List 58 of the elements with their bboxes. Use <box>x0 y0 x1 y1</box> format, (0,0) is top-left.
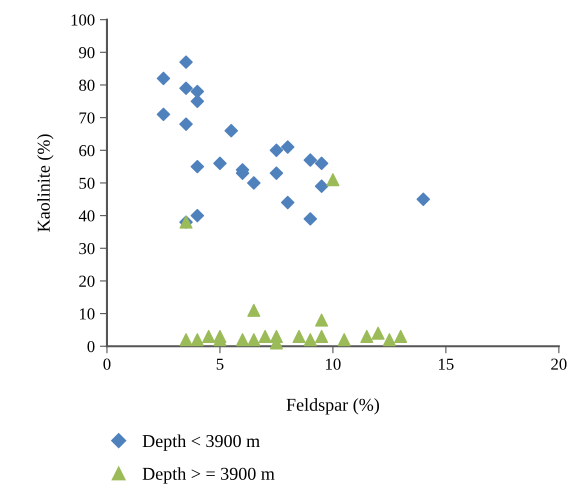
y-tick-label: 60 <box>79 144 95 156</box>
y-tick-label: 90 <box>79 47 95 58</box>
point <box>180 333 193 346</box>
point <box>315 330 328 343</box>
x-tick-label: 20 <box>551 358 567 370</box>
point <box>247 333 260 346</box>
legend-label: Depth < 3900 m <box>142 434 260 451</box>
y-tick-label: 30 <box>79 242 95 254</box>
point <box>258 330 272 343</box>
point <box>372 326 385 340</box>
x-axis-title: Feldspar (%) <box>286 398 379 415</box>
point <box>314 179 328 193</box>
point <box>156 108 170 122</box>
point <box>270 166 284 180</box>
point <box>179 117 193 131</box>
point <box>382 333 396 346</box>
point <box>236 333 250 346</box>
point <box>247 304 260 317</box>
point <box>179 55 193 69</box>
point <box>360 330 374 343</box>
point <box>326 173 340 186</box>
point <box>247 176 261 190</box>
point <box>190 333 204 346</box>
point <box>190 94 204 108</box>
point <box>280 196 294 210</box>
y-tick-label: 80 <box>79 80 95 91</box>
point <box>202 330 216 343</box>
point <box>190 84 204 98</box>
point <box>314 156 328 170</box>
point <box>304 153 318 167</box>
point <box>292 330 306 343</box>
point <box>213 156 227 170</box>
y-tick-label: 0 <box>87 340 95 352</box>
x-tick-label: 10 <box>326 358 341 370</box>
y-tick-label: 20 <box>79 276 95 287</box>
point <box>280 140 294 154</box>
y-axis-title: Kaolinite (%) <box>37 134 54 232</box>
point <box>338 333 351 346</box>
point <box>304 212 318 226</box>
point <box>315 314 328 327</box>
point <box>304 333 317 346</box>
y-tick-label: 50 <box>79 178 95 189</box>
point <box>190 160 204 174</box>
legend-label: Depth > = 3900 m <box>142 467 275 484</box>
point <box>156 72 170 86</box>
point <box>270 144 284 158</box>
x-tick-label: 0 <box>103 358 110 370</box>
point <box>224 124 238 138</box>
x-tick-label: 5 <box>216 358 224 370</box>
point <box>179 81 193 95</box>
y-tick-label: 40 <box>78 210 95 222</box>
point <box>190 208 204 222</box>
point <box>394 330 408 343</box>
y-tick-label: 70 <box>80 112 95 124</box>
y-tick-label: 10 <box>80 308 95 320</box>
x-tick-label: 15 <box>439 358 454 370</box>
y-tick-label: 100 <box>72 14 95 26</box>
point <box>416 192 430 206</box>
